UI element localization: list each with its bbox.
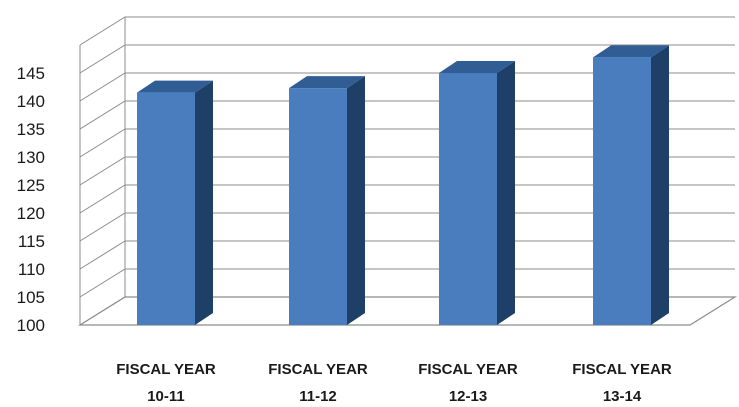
- y-tick-label: 140: [17, 92, 45, 111]
- y-tick-label: 125: [17, 176, 45, 195]
- bar-front: [593, 57, 651, 325]
- bar-front: [289, 88, 347, 326]
- gridlines: [77, 16, 738, 326]
- y-axis-ticks: 100 105 110 115 120 125 130 135 140 145: [17, 64, 45, 335]
- y-tick-label: 110: [18, 260, 45, 279]
- y-tick-label: 105: [17, 288, 45, 307]
- gridline: [79, 16, 735, 46]
- bar: [439, 61, 515, 325]
- x-tick-label: 12-13: [449, 388, 487, 405]
- y-tick-label: 115: [18, 232, 45, 251]
- y-tick-label: 130: [17, 148, 45, 167]
- bar: [289, 76, 365, 326]
- bar-top: [137, 80, 213, 93]
- x-tick-label: FISCAL YEAR: [116, 361, 216, 378]
- x-tick-label: 11-12: [299, 388, 337, 405]
- y-tick-label: 135: [17, 120, 45, 139]
- x-tick-label: FISCAL YEAR: [418, 361, 518, 378]
- y-tick-label: 120: [17, 204, 45, 223]
- x-tick-label: 10-11: [147, 388, 185, 405]
- y-tick-label: 100: [17, 316, 45, 335]
- bar: [137, 80, 213, 325]
- bar-side: [651, 45, 669, 325]
- x-tick-label: FISCAL YEAR: [268, 361, 368, 378]
- bar-top: [289, 76, 365, 89]
- bar-side: [497, 61, 515, 325]
- bar-front: [439, 73, 497, 325]
- x-tick-label: FISCAL YEAR: [572, 361, 672, 378]
- bars: [137, 45, 669, 326]
- y-tick-label: 145: [17, 64, 45, 83]
- bar-top: [593, 45, 669, 58]
- x-axis-labels: FISCAL YEAR 10-11 FISCAL YEAR 11-12 FISCAL Y…: [116, 361, 672, 405]
- bar-side: [195, 80, 213, 325]
- x-tick-label: 13-14: [603, 388, 642, 405]
- bar-top: [439, 61, 515, 73]
- bar: [593, 45, 669, 325]
- bar-front: [137, 92, 195, 325]
- bar-side: [347, 76, 365, 326]
